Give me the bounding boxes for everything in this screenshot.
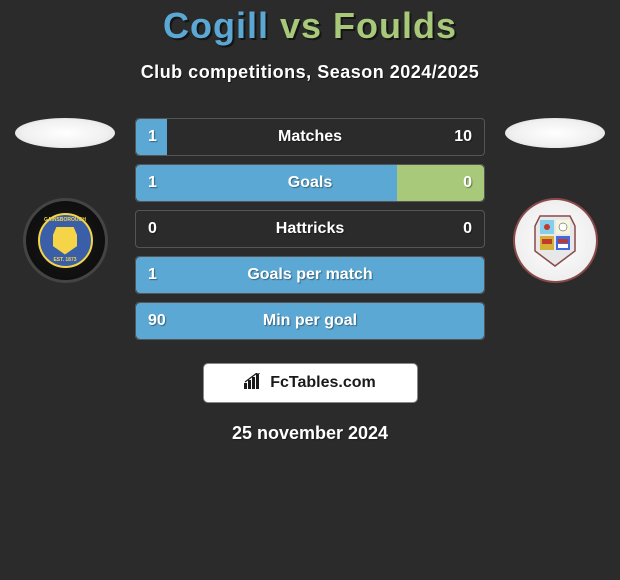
footer-date: 25 november 2024	[0, 423, 620, 444]
stat-bar-left	[136, 165, 397, 201]
footer-logo-text: FcTables.com	[270, 374, 376, 392]
header-title: Cogill vs Foulds	[0, 0, 620, 47]
stat-value-right: 0	[463, 174, 472, 192]
stat-value-left: 0	[148, 220, 157, 238]
stat-value-left: 1	[148, 174, 157, 192]
stat-label: Min per goal	[263, 312, 357, 330]
crest-left-text-bottom: EST. 1873	[40, 257, 91, 263]
player1-avatar	[15, 118, 115, 148]
stat-row: 90 Min per goal	[135, 302, 485, 340]
stat-row: 1 Goals per match	[135, 256, 485, 294]
player1-club-crest: GAINSBOROUGH EST. 1873	[23, 198, 108, 283]
subtitle: Club competitions, Season 2024/2025	[0, 62, 620, 83]
footer-logo[interactable]: FcTables.com	[203, 363, 418, 403]
crest-left-text-top: GAINSBOROUGH	[40, 217, 91, 223]
left-side-column: GAINSBOROUGH EST. 1873	[10, 118, 120, 283]
player2-name: Foulds	[333, 5, 457, 46]
player2-club-crest	[513, 198, 598, 283]
player2-avatar	[505, 118, 605, 148]
crest-right-svg-icon	[520, 206, 590, 276]
stat-row: 0 0 Hattricks	[135, 210, 485, 248]
chart-icon	[244, 373, 264, 394]
stat-value-right: 0	[463, 220, 472, 238]
stat-value-left: 90	[148, 312, 166, 330]
comparison-card: Cogill vs Foulds Club competitions, Seas…	[0, 0, 620, 444]
right-side-column	[500, 118, 610, 283]
crest-left-inner: GAINSBOROUGH EST. 1873	[38, 213, 93, 268]
stat-row: 1 0 Goals	[135, 164, 485, 202]
vs-text: vs	[280, 5, 322, 46]
player1-name: Cogill	[163, 5, 269, 46]
stat-label: Matches	[278, 128, 342, 146]
stat-row: 1 10 Matches	[135, 118, 485, 156]
stat-value-left: 1	[148, 128, 157, 146]
stat-value-left: 1	[148, 266, 157, 284]
stat-value-right: 10	[454, 128, 472, 146]
stat-label: Hattricks	[276, 220, 344, 238]
main-row: GAINSBOROUGH EST. 1873 110Matches10Goals…	[0, 118, 620, 348]
stat-label: Goals per match	[247, 266, 372, 284]
stat-label: Goals	[288, 174, 332, 192]
crest-left-shield-icon	[53, 227, 77, 255]
stats-column: 110Matches10Goals00Hattricks1Goals per m…	[120, 118, 500, 348]
